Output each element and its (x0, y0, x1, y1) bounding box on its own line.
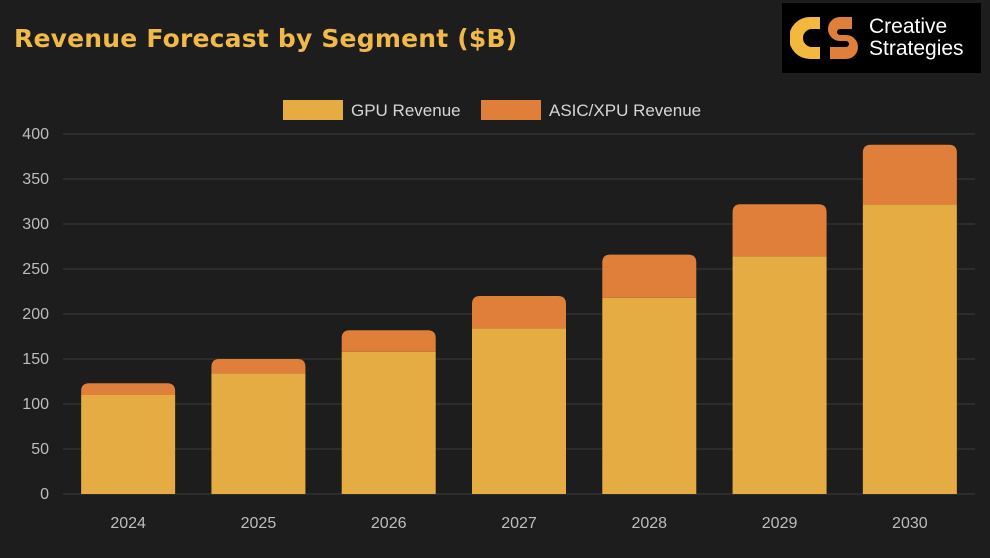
y-tick-label: 250 (22, 261, 49, 278)
bar-asic-2024 (81, 383, 176, 395)
logo-line-2: Strategies (869, 37, 964, 60)
x-tick-label: 2025 (241, 515, 277, 532)
axis-labels: 0 50 100 150 200 250 300 350 400 2024 2025 2026 2027… (22, 126, 927, 532)
bar-gpu-2025 (211, 373, 306, 494)
x-tick-label: 2029 (762, 515, 798, 532)
x-tick-label: 2030 (892, 515, 928, 532)
bar-asic-2030 (862, 144, 957, 205)
bar-gpu-2028 (602, 297, 697, 494)
y-tick-label: 0 (40, 486, 49, 503)
x-tick-label: 2027 (501, 515, 537, 532)
bar-gpu-2030 (862, 204, 957, 494)
bar-asic-2027 (472, 296, 566, 329)
x-tick-label: 2028 (631, 515, 667, 532)
y-tick-label: 350 (22, 171, 49, 188)
bar-asic-2029 (732, 204, 827, 257)
legend-swatch-gpu (283, 100, 343, 120)
creative-strategies-logo: Creative Strategies (782, 3, 981, 73)
logo-line-1: Creative (869, 15, 948, 38)
legend-label-gpu: GPU Revenue (351, 101, 461, 120)
y-tick-label: 300 (22, 216, 49, 233)
y-tick-label: 400 (22, 126, 49, 143)
y-tick-label: 100 (22, 396, 49, 413)
chart-title: Revenue Forecast by Segment ($B) (14, 24, 518, 53)
bar-gpu-2029 (732, 256, 827, 494)
legend-label-asic: ASIC/XPU Revenue (549, 101, 701, 120)
y-tick-label: 50 (31, 441, 49, 458)
x-tick-label: 2026 (371, 515, 407, 532)
legend-swatch-asic (481, 100, 541, 120)
legend: GPU Revenue ASIC/XPU Revenue (283, 100, 701, 120)
bar-asic-2026 (341, 330, 436, 352)
bar-gpu-2027 (472, 328, 566, 494)
cs-logo-icon (790, 17, 858, 59)
y-tick-label: 150 (22, 351, 49, 368)
bar-asic-2028 (602, 254, 697, 298)
bars (81, 144, 957, 494)
x-tick-label: 2024 (110, 515, 146, 532)
bar-asic-2025 (211, 359, 306, 374)
bar-gpu-2026 (341, 351, 436, 494)
bar-gpu-2024 (81, 395, 176, 494)
y-tick-label: 200 (22, 306, 49, 323)
